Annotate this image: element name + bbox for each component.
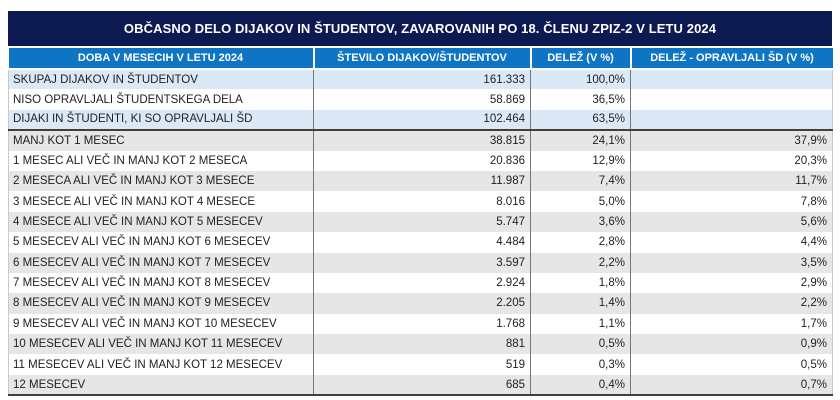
table-row: 12 MESECEV 685 0,4% 0,7% bbox=[8, 374, 833, 397]
row-label: 6 MESECEV ALI VEČ IN MANJ KOT 7 MESECEV bbox=[8, 252, 314, 273]
row-label: DIJAKI IN ŠTUDENTI, KI SO OPRAVLJALI ŠD bbox=[8, 109, 314, 131]
row-share-sd: 1,7% bbox=[630, 313, 833, 335]
row-count: 2.205 bbox=[313, 293, 531, 314]
row-share: 36,5% bbox=[530, 89, 631, 110]
row-share: 0,5% bbox=[530, 334, 631, 355]
row-share: 24,1% bbox=[530, 129, 631, 151]
table-title-bar: OBČASNO DELO DIJAKOV IN ŠTUDENTOV, ZAVAR… bbox=[8, 11, 832, 46]
column-header-count: ŠTEVILO DIJAKOV/ŠTUDENTOV bbox=[312, 48, 531, 70]
table-row: NISO OPRAVLJALI ŠTUDENTSKEGA DELA 58.869… bbox=[8, 89, 833, 110]
row-share: 0,3% bbox=[530, 354, 631, 375]
row-share: 12,9% bbox=[530, 150, 631, 171]
row-share-sd bbox=[630, 109, 833, 131]
row-label: 5 MESECEV ALI VEČ IN MANJ KOT 6 MESECEV bbox=[8, 232, 314, 253]
row-label: SKUPAJ DIJAKOV IN ŠTUDENTOV bbox=[8, 69, 314, 90]
row-label: 4 MESECE ALI VEČ IN MANJ KOT 5 MESECEV bbox=[8, 211, 314, 233]
row-count: 519 bbox=[313, 354, 531, 375]
statistics-table: DOBA V MESECIH V LETU 2024 ŠTEVILO DIJAK… bbox=[8, 48, 833, 397]
row-share: 3,6% bbox=[530, 211, 631, 233]
table-row: 1 MESEC ALI VEČ IN MANJ KOT 2 MESECA 20.… bbox=[8, 150, 833, 171]
column-header-share: DELEŽ (V %) bbox=[529, 48, 631, 70]
row-share-sd: 2,9% bbox=[630, 272, 833, 294]
row-label: NISO OPRAVLJALI ŠTUDENTSKEGA DELA bbox=[8, 89, 314, 110]
row-label: 1 MESEC ALI VEČ IN MANJ KOT 2 MESECA bbox=[8, 150, 314, 171]
table-row: 2 MESECA ALI VEČ IN MANJ KOT 3 MESECE 11… bbox=[8, 170, 833, 192]
row-label: 10 MESECEV ALI VEČ IN MANJ KOT 11 MESECE… bbox=[8, 334, 314, 355]
row-count: 685 bbox=[313, 374, 531, 397]
column-header-share-sd: DELEŽ - OPRAVLJALI ŠD (V %) bbox=[629, 48, 833, 70]
table-row: 9 MESECEV ALI VEČ IN MANJ KOT 10 MESECEV… bbox=[8, 313, 833, 335]
row-share: 0,4% bbox=[530, 374, 631, 397]
row-label: MANJ KOT 1 MESEC bbox=[8, 129, 314, 151]
table-row: 6 MESECEV ALI VEČ IN MANJ KOT 7 MESECEV … bbox=[8, 252, 833, 273]
row-count: 5.747 bbox=[313, 211, 531, 233]
table-header: DOBA V MESECIH V LETU 2024 ŠTEVILO DIJAK… bbox=[8, 48, 833, 70]
row-share-sd: 0,5% bbox=[630, 354, 833, 375]
table-body: SKUPAJ DIJAKOV IN ŠTUDENTOV 161.333 100,… bbox=[8, 69, 833, 397]
column-header-duration: DOBA V MESECIH V LETU 2024 bbox=[8, 48, 314, 70]
table-row: 11 MESECEV ALI VEČ IN MANJ KOT 12 MESECE… bbox=[8, 354, 833, 375]
row-share-sd bbox=[630, 89, 833, 110]
row-share-sd: 7,8% bbox=[630, 191, 833, 212]
row-count: 161.333 bbox=[313, 69, 531, 90]
row-share: 1,8% bbox=[530, 272, 631, 294]
row-count: 2.924 bbox=[313, 272, 531, 294]
table-row: DIJAKI IN ŠTUDENTI, KI SO OPRAVLJALI ŠD … bbox=[8, 109, 833, 131]
row-share: 1,1% bbox=[530, 313, 631, 335]
row-count: 3.597 bbox=[313, 252, 531, 273]
row-share: 5,0% bbox=[530, 191, 631, 212]
table-row: MANJ KOT 1 MESEC 38.815 24,1% 37,9% bbox=[8, 129, 833, 151]
row-label: 9 MESECEV ALI VEČ IN MANJ KOT 10 MESECEV bbox=[8, 313, 314, 335]
table-row: 3 MESECE ALI VEČ IN MANJ KOT 4 MESECE 8.… bbox=[8, 191, 833, 212]
row-share: 2,2% bbox=[530, 252, 631, 273]
table-row: 7 MESECEV ALI VEČ IN MANJ KOT 8 MESECEV … bbox=[8, 272, 833, 294]
row-share-sd: 0,7% bbox=[630, 374, 833, 397]
row-label: 7 MESECEV ALI VEČ IN MANJ KOT 8 MESECEV bbox=[8, 272, 314, 294]
row-label: 2 MESECA ALI VEČ IN MANJ KOT 3 MESECE bbox=[8, 170, 314, 192]
row-share: 1,4% bbox=[530, 293, 631, 314]
row-count: 1.768 bbox=[313, 313, 531, 335]
table-row: 4 MESECE ALI VEČ IN MANJ KOT 5 MESECEV 5… bbox=[8, 211, 833, 233]
row-label: 11 MESECEV ALI VEČ IN MANJ KOT 12 MESECE… bbox=[8, 354, 314, 375]
row-label: 8 MESECEV ALI VEČ IN MANJ KOT 9 MESECEV bbox=[8, 293, 314, 314]
row-share-sd bbox=[630, 69, 833, 90]
table-row: 10 MESECEV ALI VEČ IN MANJ KOT 11 MESECE… bbox=[8, 334, 833, 355]
row-share: 63,5% bbox=[530, 109, 631, 131]
table-title: OBČASNO DELO DIJAKOV IN ŠTUDENTOV, ZAVAR… bbox=[123, 21, 717, 36]
row-label: 12 MESECEV bbox=[8, 374, 314, 397]
header-row: DOBA V MESECIH V LETU 2024 ŠTEVILO DIJAK… bbox=[8, 48, 833, 70]
row-count: 8.016 bbox=[313, 191, 531, 212]
row-share-sd: 37,9% bbox=[630, 129, 833, 151]
row-share: 100,0% bbox=[530, 69, 631, 90]
row-share-sd: 4,4% bbox=[630, 232, 833, 253]
row-count: 4.484 bbox=[313, 232, 531, 253]
row-label: 3 MESECE ALI VEČ IN MANJ KOT 4 MESECE bbox=[8, 191, 314, 212]
row-count: 881 bbox=[313, 334, 531, 355]
row-count: 11.987 bbox=[313, 170, 531, 192]
row-count: 102.464 bbox=[313, 109, 531, 131]
row-share: 7,4% bbox=[530, 170, 631, 192]
table-row: 8 MESECEV ALI VEČ IN MANJ KOT 9 MESECEV … bbox=[8, 293, 833, 314]
row-count: 20.836 bbox=[313, 150, 531, 171]
row-share-sd: 0,9% bbox=[630, 334, 833, 355]
row-share: 2,8% bbox=[530, 232, 631, 253]
row-share-sd: 5,6% bbox=[630, 211, 833, 233]
row-count: 58.869 bbox=[313, 89, 531, 110]
row-count: 38.815 bbox=[313, 129, 531, 151]
table-row: 5 MESECEV ALI VEČ IN MANJ KOT 6 MESECEV … bbox=[8, 232, 833, 253]
row-share-sd: 11,7% bbox=[630, 170, 833, 192]
row-share-sd: 2,2% bbox=[630, 293, 833, 314]
row-share-sd: 20,3% bbox=[630, 150, 833, 171]
row-share-sd: 3,5% bbox=[630, 252, 833, 273]
table-row: SKUPAJ DIJAKOV IN ŠTUDENTOV 161.333 100,… bbox=[8, 69, 833, 90]
